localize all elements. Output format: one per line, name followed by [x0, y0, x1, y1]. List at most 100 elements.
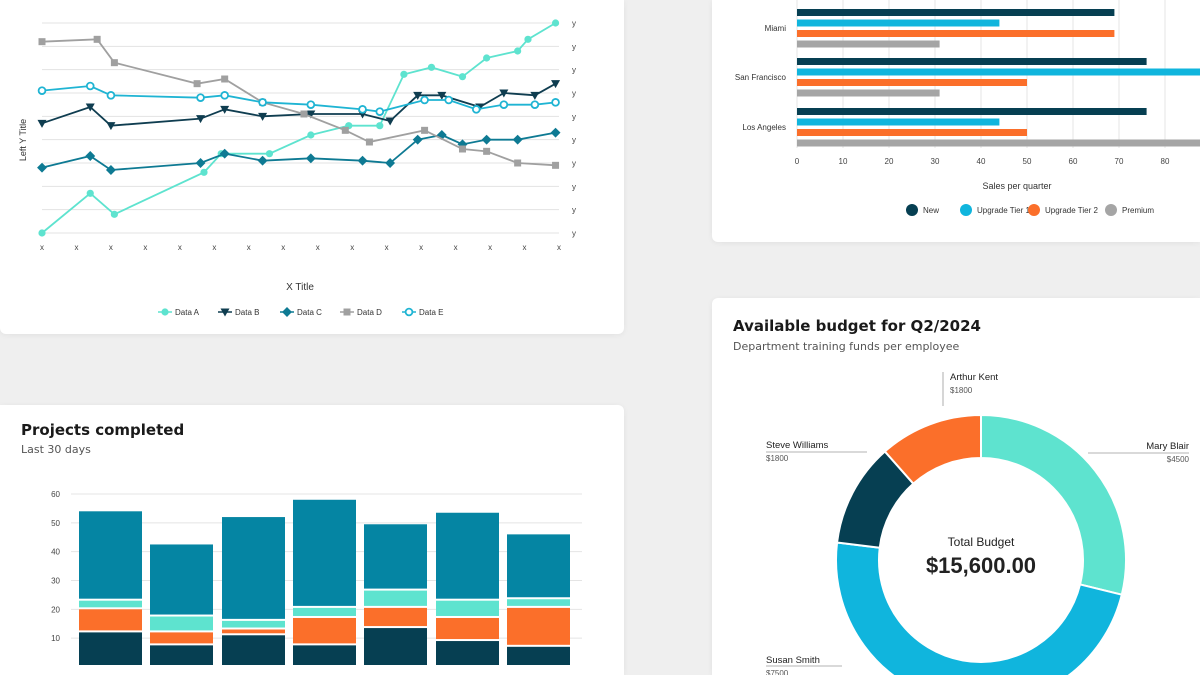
hbar-x-tick-label: 10 — [839, 157, 848, 166]
line-x-tick-label: x — [316, 243, 320, 252]
hbar-legend-item: Upgrade Tier 1 — [960, 204, 1030, 216]
line-point — [258, 98, 267, 107]
line-point — [421, 126, 429, 134]
stack-y-tick-label: 10 — [51, 634, 60, 643]
hbar-legend-item: Premium — [1105, 204, 1154, 216]
line-point — [306, 110, 316, 119]
hbar-bar — [797, 68, 1200, 76]
line-point — [196, 93, 205, 102]
donut-label-name: Mary Blair — [1146, 441, 1189, 452]
line-x-tick-label: x — [454, 243, 458, 252]
line-legend-item: Data B — [218, 308, 259, 317]
line-series-data-b — [37, 80, 561, 131]
stack-segment — [364, 590, 427, 606]
stack-segment — [364, 524, 427, 589]
donut-label: Mary Blair $4500 — [1088, 441, 1190, 464]
line-point — [85, 81, 95, 91]
stack-y-tick-label: 60 — [51, 490, 60, 499]
line-point — [512, 134, 523, 145]
line-point — [219, 148, 230, 159]
stack-bar — [222, 517, 285, 665]
line-legend-item: Data A — [158, 308, 200, 317]
line-point — [551, 98, 560, 107]
legend-marker — [343, 308, 351, 316]
budget-chart-card: Available budget for Q2/2024 Department … — [712, 298, 1200, 675]
budget-donut-chart: Mary Blair $4500 Susan Smith $7500 Steve Wil… — [766, 372, 1190, 675]
line-point — [300, 110, 308, 118]
line-legend-item: Data C — [280, 307, 322, 317]
hbar-legend-label: Upgrade Tier 1 — [977, 206, 1030, 215]
stack-segment — [507, 646, 570, 665]
donut-center-label: Total Budget — [948, 535, 1015, 549]
line-y-axis-title: Left Y Title — [18, 119, 28, 161]
stack-bar — [79, 511, 142, 665]
line-point — [400, 70, 408, 78]
line-point — [499, 89, 509, 98]
line-point — [514, 159, 522, 167]
line-point — [365, 138, 373, 146]
budget-subtitle: Department training funds per employee — [733, 340, 960, 353]
stack-segment — [436, 600, 499, 616]
stack-bar — [150, 544, 213, 665]
line-x-tick-label: x — [557, 243, 561, 252]
stack-segment — [222, 620, 285, 628]
line-point — [437, 91, 447, 100]
line-point — [358, 105, 367, 114]
stack-segment — [364, 607, 427, 627]
legend-marker — [404, 307, 414, 317]
hbar-bar — [797, 129, 1027, 136]
stack-segment — [222, 629, 285, 634]
line-y-tick-label: y — [572, 182, 576, 191]
line-x-tick-label: x — [385, 243, 389, 252]
legend-dot — [1028, 204, 1040, 216]
line-point — [481, 134, 492, 145]
line-point — [200, 168, 208, 176]
hbar-bar — [797, 108, 1147, 115]
line-point — [341, 126, 349, 134]
stack-segment — [222, 635, 285, 665]
line-x-axis-title: X Title — [286, 282, 314, 293]
stack-segment — [222, 517, 285, 619]
stack-segment — [293, 499, 356, 606]
line-point — [427, 63, 436, 71]
sales-bar-chart: Miami San Francisco Los Angeles 0 10 20 30 40 5… — [735, 0, 1200, 216]
hbar-x-tick-label: 30 — [931, 157, 940, 166]
line-point — [258, 112, 268, 121]
donut-label-value: $1800 — [950, 386, 973, 395]
donut-label-value: $7500 — [766, 669, 789, 675]
line-legend-label: Data D — [357, 308, 382, 317]
line-point — [458, 145, 466, 153]
line-y-tick-label: y — [572, 89, 576, 98]
legend-marker — [282, 307, 292, 317]
line-point — [420, 95, 429, 105]
budget-title: Available budget for Q2/2024 — [733, 317, 981, 335]
projects-chart-card: Projects completed Last 30 days 10 20 30 40… — [0, 405, 624, 675]
legend-dot — [906, 204, 918, 216]
stack-bar — [436, 512, 499, 665]
line-point — [385, 158, 396, 168]
stack-segment — [150, 645, 213, 665]
hbar-legend-label: New — [923, 206, 939, 215]
line-point — [265, 150, 274, 158]
line-point — [530, 91, 540, 100]
line-point — [306, 100, 316, 109]
line-point — [37, 119, 47, 128]
donut-label-value: $1800 — [766, 454, 789, 463]
line-point — [375, 107, 385, 116]
donut-label-name: Susan Smith — [766, 655, 820, 666]
line-x-tick-label: x — [281, 243, 285, 252]
line-x-tick-label: x — [178, 243, 182, 252]
hbar-x-tick-label: 80 — [1161, 157, 1170, 166]
line-point — [221, 75, 229, 83]
hbar-category-label: Miami — [765, 24, 787, 33]
line-legend-item: Data E — [402, 307, 443, 317]
hbar-bar — [797, 139, 1200, 147]
hbar-bar — [797, 30, 1115, 37]
hbar-bar — [797, 89, 940, 97]
hbar-category-label: Los Angeles — [742, 123, 786, 132]
line-legend: Data A Data B Data C Data D Data E — [158, 307, 443, 317]
stack-y-tick-label: 20 — [51, 605, 60, 614]
line-y-tick-label: y — [572, 136, 576, 145]
hbar-x-tick-label: 50 — [1023, 157, 1032, 166]
line-point — [357, 155, 368, 166]
